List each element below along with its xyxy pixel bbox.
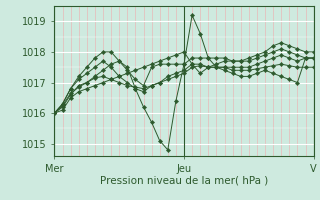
X-axis label: Pression niveau de la mer( hPa ): Pression niveau de la mer( hPa ) [100, 175, 268, 185]
